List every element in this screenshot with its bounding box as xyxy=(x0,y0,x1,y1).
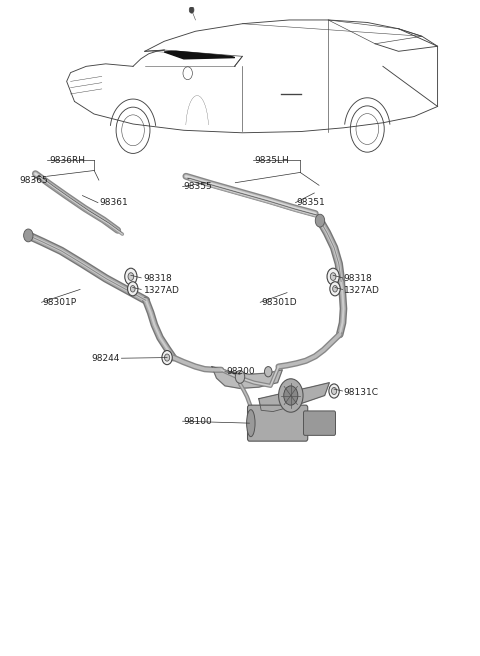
Circle shape xyxy=(264,367,272,377)
Circle shape xyxy=(131,285,135,292)
Circle shape xyxy=(333,285,337,292)
Text: 98365: 98365 xyxy=(19,176,48,184)
Circle shape xyxy=(189,7,194,13)
Circle shape xyxy=(315,215,324,227)
Circle shape xyxy=(128,281,138,296)
Text: 98301P: 98301P xyxy=(42,298,76,307)
Text: 98318: 98318 xyxy=(144,274,172,283)
Circle shape xyxy=(165,354,169,361)
Circle shape xyxy=(162,350,172,365)
Text: 98200: 98200 xyxy=(226,367,254,376)
Text: 98318: 98318 xyxy=(344,274,372,283)
Polygon shape xyxy=(259,382,329,411)
Text: 98301D: 98301D xyxy=(261,298,297,307)
FancyBboxPatch shape xyxy=(248,405,308,441)
Text: 1327AD: 1327AD xyxy=(344,286,379,295)
Circle shape xyxy=(125,268,137,285)
Circle shape xyxy=(235,371,245,383)
Ellipse shape xyxy=(247,409,255,437)
Circle shape xyxy=(278,379,303,412)
Circle shape xyxy=(327,268,339,285)
FancyBboxPatch shape xyxy=(303,411,336,436)
Polygon shape xyxy=(212,367,282,388)
Text: 98361: 98361 xyxy=(99,198,128,207)
Circle shape xyxy=(332,388,336,394)
Text: 9836RH: 9836RH xyxy=(49,156,85,165)
Text: 98131C: 98131C xyxy=(344,388,379,397)
Circle shape xyxy=(330,281,340,296)
Text: 98355: 98355 xyxy=(183,182,212,191)
Text: 98244: 98244 xyxy=(92,354,120,363)
Polygon shape xyxy=(164,51,235,59)
Circle shape xyxy=(24,229,33,242)
Circle shape xyxy=(128,273,134,280)
Text: 1327AD: 1327AD xyxy=(144,286,180,295)
Text: 9835LH: 9835LH xyxy=(254,156,289,165)
Circle shape xyxy=(284,386,298,405)
Circle shape xyxy=(329,384,339,398)
Text: 98100: 98100 xyxy=(183,417,212,426)
Text: 98351: 98351 xyxy=(297,198,325,207)
Circle shape xyxy=(330,273,336,280)
